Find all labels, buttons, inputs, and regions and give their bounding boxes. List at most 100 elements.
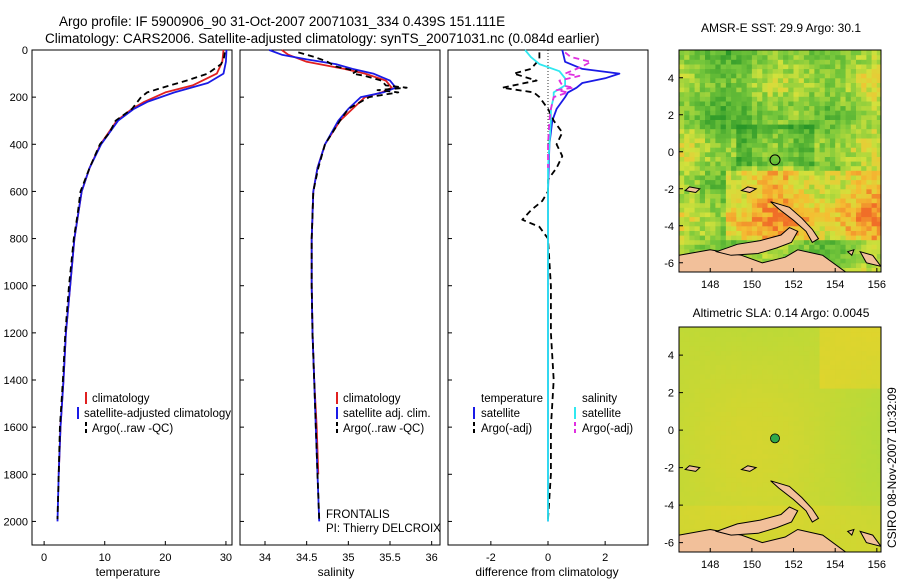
map-cell bbox=[684, 77, 690, 83]
map-cell bbox=[840, 165, 847, 171]
map-cell bbox=[689, 448, 696, 455]
map-cell bbox=[751, 202, 758, 208]
map-cell bbox=[783, 188, 789, 194]
map-cell bbox=[861, 262, 867, 268]
map-cell bbox=[835, 514, 841, 520]
map-cell bbox=[767, 467, 774, 473]
map-cell bbox=[876, 355, 881, 361]
map-cell bbox=[731, 448, 737, 455]
map-cell bbox=[746, 434, 753, 441]
map-cell bbox=[694, 216, 701, 222]
map-cell bbox=[736, 458, 743, 464]
map-cell bbox=[845, 439, 852, 445]
map-cell bbox=[830, 54, 836, 60]
map-cell bbox=[767, 63, 774, 70]
series-salinity-satellite bbox=[524, 49, 566, 522]
map-cell bbox=[876, 54, 881, 60]
map-cell bbox=[757, 434, 763, 441]
map-cell bbox=[757, 387, 763, 394]
map-cell bbox=[803, 439, 810, 445]
map-cell bbox=[767, 481, 774, 487]
map-cell bbox=[840, 137, 847, 144]
map-cell bbox=[845, 392, 852, 398]
map-cell bbox=[715, 244, 722, 250]
map-cell bbox=[736, 170, 743, 176]
map-cell bbox=[694, 230, 701, 236]
map-cell bbox=[798, 425, 805, 431]
map-cell bbox=[798, 230, 805, 236]
map-cell bbox=[835, 73, 841, 79]
map-cell bbox=[793, 184, 800, 190]
map-cell bbox=[845, 505, 852, 511]
map-cell bbox=[876, 202, 881, 208]
map-cell bbox=[684, 174, 690, 181]
map-cell bbox=[845, 519, 852, 525]
map-cell bbox=[798, 383, 805, 389]
map-cell bbox=[746, 54, 753, 60]
map-cell bbox=[866, 77, 873, 83]
lat-tick-label: 2 bbox=[668, 388, 674, 400]
map-cell bbox=[803, 91, 810, 97]
map-cell bbox=[819, 147, 826, 153]
map-cell bbox=[684, 453, 690, 459]
map-cell bbox=[793, 68, 800, 74]
map-cell bbox=[809, 425, 815, 431]
map-cell bbox=[731, 430, 737, 436]
map-cell bbox=[679, 387, 685, 394]
map-cell bbox=[694, 198, 701, 204]
map-cell bbox=[819, 124, 826, 130]
map-cell bbox=[777, 505, 784, 511]
map-cell bbox=[835, 198, 841, 204]
map-cell bbox=[814, 96, 821, 102]
map-cell bbox=[845, 364, 852, 370]
map-cell bbox=[824, 369, 831, 375]
map-cell bbox=[746, 458, 753, 464]
map-cell bbox=[798, 124, 805, 130]
map-cell bbox=[762, 411, 769, 417]
map-cell bbox=[715, 202, 722, 208]
map-cell bbox=[788, 397, 795, 403]
map-cell bbox=[856, 345, 862, 352]
map-cell bbox=[689, 244, 696, 250]
map-cell bbox=[772, 179, 779, 185]
map-cell bbox=[746, 505, 753, 511]
map-cell bbox=[876, 156, 881, 162]
map-cell bbox=[705, 184, 711, 190]
map-cell bbox=[731, 406, 737, 412]
map-cell bbox=[736, 128, 743, 134]
map-cell bbox=[835, 82, 841, 88]
map-cell bbox=[777, 387, 784, 394]
map-cell bbox=[689, 174, 696, 181]
map-cell bbox=[777, 110, 784, 116]
map-cell bbox=[705, 369, 711, 375]
map-cell bbox=[762, 235, 769, 241]
map-cell bbox=[798, 100, 805, 107]
map-cell bbox=[689, 114, 696, 120]
map-cell bbox=[705, 411, 711, 417]
map-cell bbox=[720, 453, 727, 459]
map-cell bbox=[871, 439, 878, 445]
map-cell bbox=[736, 500, 743, 506]
map-cell bbox=[777, 444, 784, 450]
map-cell bbox=[856, 54, 862, 60]
map-cell bbox=[783, 331, 789, 337]
map-cell bbox=[809, 495, 815, 502]
map-cell bbox=[710, 453, 716, 459]
map-cell bbox=[835, 147, 841, 153]
map-cell bbox=[757, 87, 763, 93]
map-cell bbox=[876, 253, 881, 259]
map-cell bbox=[835, 481, 841, 487]
map-cell bbox=[830, 420, 836, 427]
map-cell bbox=[840, 142, 847, 148]
map-cell bbox=[809, 397, 815, 403]
map-cell bbox=[762, 50, 769, 56]
map-cell bbox=[809, 184, 815, 190]
map-cell bbox=[684, 248, 690, 255]
map-cell bbox=[835, 491, 841, 497]
map-cell bbox=[679, 341, 685, 347]
map-cell bbox=[689, 462, 696, 469]
map-cell bbox=[725, 151, 732, 157]
map-cell bbox=[777, 211, 784, 218]
map-cell bbox=[762, 537, 769, 544]
map-cell bbox=[845, 87, 852, 93]
